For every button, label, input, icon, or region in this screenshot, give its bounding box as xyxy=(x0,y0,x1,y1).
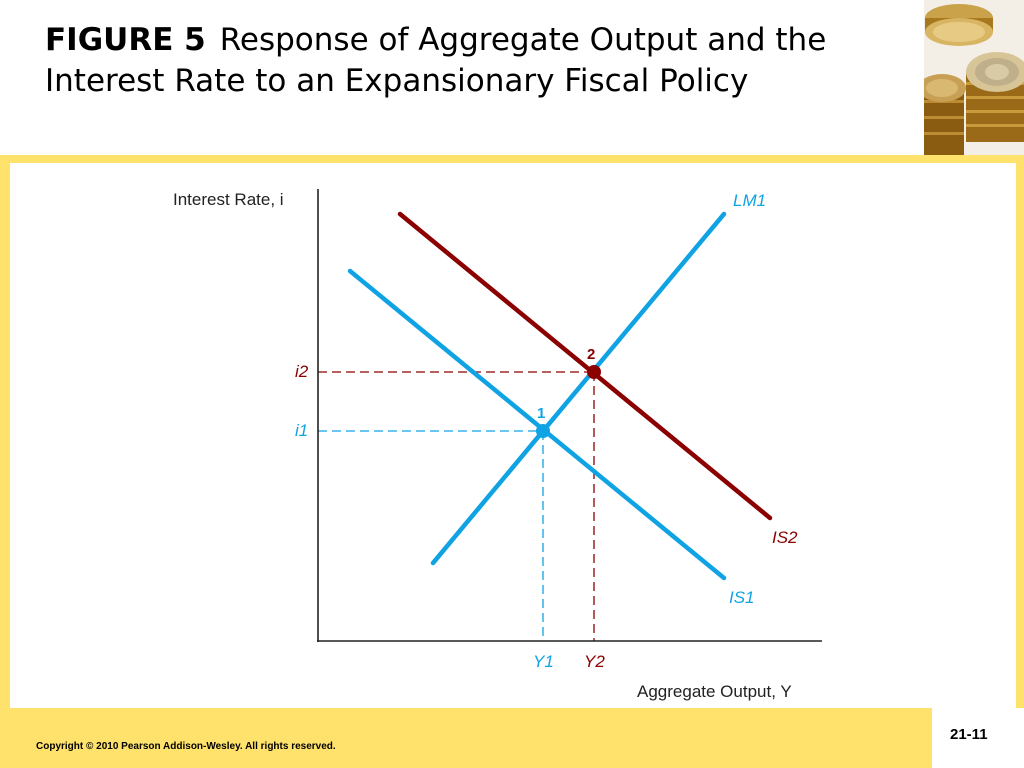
slide-number-box xyxy=(932,708,1024,768)
is2-label: IS2 xyxy=(772,528,798,547)
slide-title: FIGURE 5 Response of Aggregate Output and… xyxy=(45,20,885,102)
coin-stack-left xyxy=(924,74,966,155)
x-axis-label: Aggregate Output, Y xyxy=(637,682,792,701)
coins-image xyxy=(924,0,1024,155)
equilibrium-point-1 xyxy=(536,424,550,438)
y1-tick-label: Y1 xyxy=(533,652,554,671)
lm1-label: LM1 xyxy=(733,191,766,210)
lm1-curve xyxy=(430,211,727,566)
diagram-panel: 1 2 Interest Rate, i Aggregate Output, Y… xyxy=(10,163,1016,708)
point-1-label: 1 xyxy=(537,405,545,422)
slide-number: 21-11 xyxy=(950,726,988,743)
figure-label: FIGURE 5 xyxy=(45,22,206,58)
figure-title: Response of Aggregate Output and the Int… xyxy=(45,22,827,99)
is1-label: IS1 xyxy=(729,588,755,607)
point-2-label: 2 xyxy=(587,346,595,363)
is2-curve xyxy=(397,211,773,521)
y-axis-label: Interest Rate, i xyxy=(173,190,284,209)
islm-diagram: 1 2 Interest Rate, i Aggregate Output, Y… xyxy=(173,189,822,701)
coin-stack-back xyxy=(925,4,993,46)
y2-tick-label: Y2 xyxy=(584,652,605,671)
coin-stack-right xyxy=(966,52,1024,142)
i1-tick-label: i1 xyxy=(295,421,308,440)
is1-curve xyxy=(347,268,727,581)
equilibrium-point-2 xyxy=(587,365,601,379)
copyright-footer: Copyright © 2010 Pearson Addison-Wesley.… xyxy=(36,741,336,752)
i2-tick-label: i2 xyxy=(295,362,309,381)
